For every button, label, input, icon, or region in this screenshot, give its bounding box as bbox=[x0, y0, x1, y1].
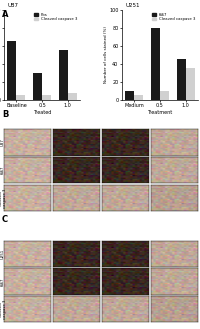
Legend: Pos, Cleaved caspase 3: Pos, Cleaved caspase 3 bbox=[33, 12, 78, 22]
Bar bbox=[59, 50, 68, 100]
Text: U251: U251 bbox=[126, 3, 140, 8]
X-axis label: Treated: Treated bbox=[33, 110, 51, 114]
Y-axis label: U251: U251 bbox=[1, 249, 5, 259]
Y-axis label: Number of cells stained (%): Number of cells stained (%) bbox=[104, 26, 108, 83]
Bar bbox=[42, 95, 51, 100]
Bar bbox=[177, 59, 186, 100]
Y-axis label: Cleaved
caspase 3: Cleaved caspase 3 bbox=[0, 299, 7, 319]
Legend: Ki67, Cleaved caspase 3: Ki67, Cleaved caspase 3 bbox=[151, 12, 196, 22]
Bar bbox=[16, 95, 25, 100]
Bar bbox=[68, 92, 77, 100]
Bar bbox=[186, 68, 195, 100]
Text: C: C bbox=[2, 215, 8, 224]
Bar bbox=[134, 95, 143, 100]
Bar bbox=[160, 91, 169, 100]
Bar bbox=[33, 73, 42, 100]
Text: A: A bbox=[2, 10, 8, 19]
Bar bbox=[7, 41, 16, 100]
Bar bbox=[125, 91, 134, 100]
Y-axis label: Ki67: Ki67 bbox=[1, 277, 5, 286]
X-axis label: Treatment: Treatment bbox=[147, 110, 173, 114]
Y-axis label: U87: U87 bbox=[1, 139, 5, 146]
Y-axis label: Ki67: Ki67 bbox=[1, 166, 5, 174]
Text: U87: U87 bbox=[8, 3, 19, 8]
Y-axis label: Cleaved
caspase 3: Cleaved caspase 3 bbox=[0, 188, 7, 208]
Bar bbox=[151, 28, 160, 100]
Text: B: B bbox=[2, 110, 8, 119]
